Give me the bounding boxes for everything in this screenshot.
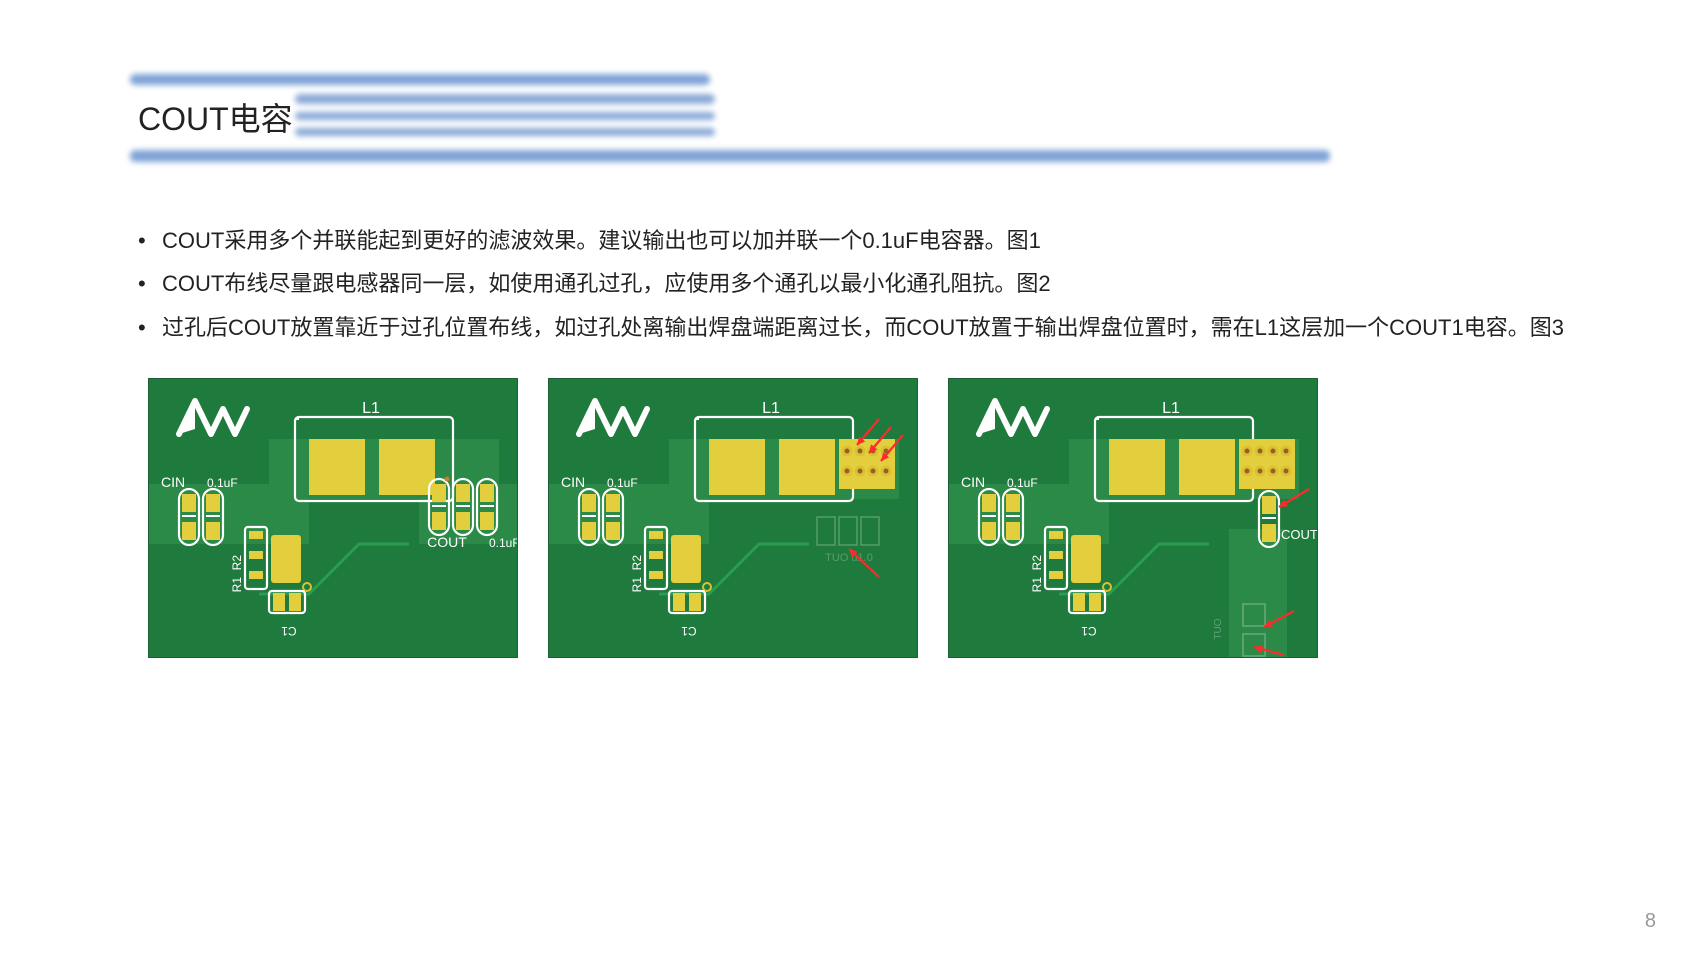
bullet-item: 过孔后COUT放置靠近于过孔位置布线，如过孔处离输出焊盘端距离过长，而COUT放… <box>130 309 1588 346</box>
svg-text:0.1uF: 0.1uF <box>489 536 518 550</box>
svg-text:TUO u1.0: TUO u1.0 <box>825 552 873 564</box>
bullet-item: COUT采用多个并联能起到更好的滤波效果。建议输出也可以加并联一个0.1uF电容… <box>130 222 1588 259</box>
svg-text:TUO: TUO <box>1213 618 1224 639</box>
svg-text:C1: C1 <box>681 624 697 638</box>
svg-text:L1: L1 <box>362 400 380 417</box>
svg-text:L1: L1 <box>1162 400 1180 417</box>
svg-text:C1: C1 <box>1081 624 1097 638</box>
svg-text:R1: R1 <box>630 577 644 593</box>
bullet-list: COUT采用多个并联能起到更好的滤波效果。建议输出也可以加并联一个0.1uF电容… <box>130 222 1588 352</box>
pcb-figure-1: L1 CIN 0.1uF R1 R2 C1 COUT 0.1uF <box>148 378 518 658</box>
header-bar-1 <box>130 74 710 85</box>
slide-title: COUT电容 <box>138 94 293 140</box>
slide-header: COUT电容 <box>130 70 1668 165</box>
svg-text:R2: R2 <box>230 555 244 571</box>
header-bar-4 <box>295 128 715 136</box>
svg-text:0.1uF: 0.1uF <box>607 476 638 490</box>
bullet-item: COUT布线尽量跟电感器同一层，如使用通孔过孔，应使用多个通孔以最小化通孔阻抗。… <box>130 265 1588 302</box>
header-bar-5 <box>130 150 1330 162</box>
svg-text:R1: R1 <box>230 577 244 593</box>
svg-text:0.1uF: 0.1uF <box>1007 476 1038 490</box>
svg-text:R2: R2 <box>1030 555 1044 571</box>
page-number: 8 <box>1645 910 1656 933</box>
svg-text:COUT1: COUT1 <box>1281 527 1318 542</box>
svg-text:R1: R1 <box>1030 577 1044 593</box>
svg-text:0.1uF: 0.1uF <box>207 476 238 490</box>
header-bar-2 <box>295 94 715 104</box>
pcb-figure-2: TUO u1.0 L1 CIN 0.1uF R1 R2 C1 <box>548 378 918 658</box>
svg-text:C1: C1 <box>281 624 297 638</box>
svg-text:CIN: CIN <box>961 474 985 490</box>
pcb-figure-3: TUO L1 CIN 0.1uF R1 R2 C1 COUT1 <box>948 378 1318 658</box>
svg-text:CIN: CIN <box>561 474 585 490</box>
svg-text:COUT: COUT <box>427 534 467 550</box>
figure-row: L1 CIN 0.1uF R1 R2 C1 COUT 0.1uF TUO u1.0 L1 CIN 0… <box>148 378 1318 658</box>
svg-text:CIN: CIN <box>161 474 185 490</box>
svg-text:L1: L1 <box>762 400 780 417</box>
svg-text:R2: R2 <box>630 555 644 571</box>
header-bar-3 <box>295 112 715 120</box>
